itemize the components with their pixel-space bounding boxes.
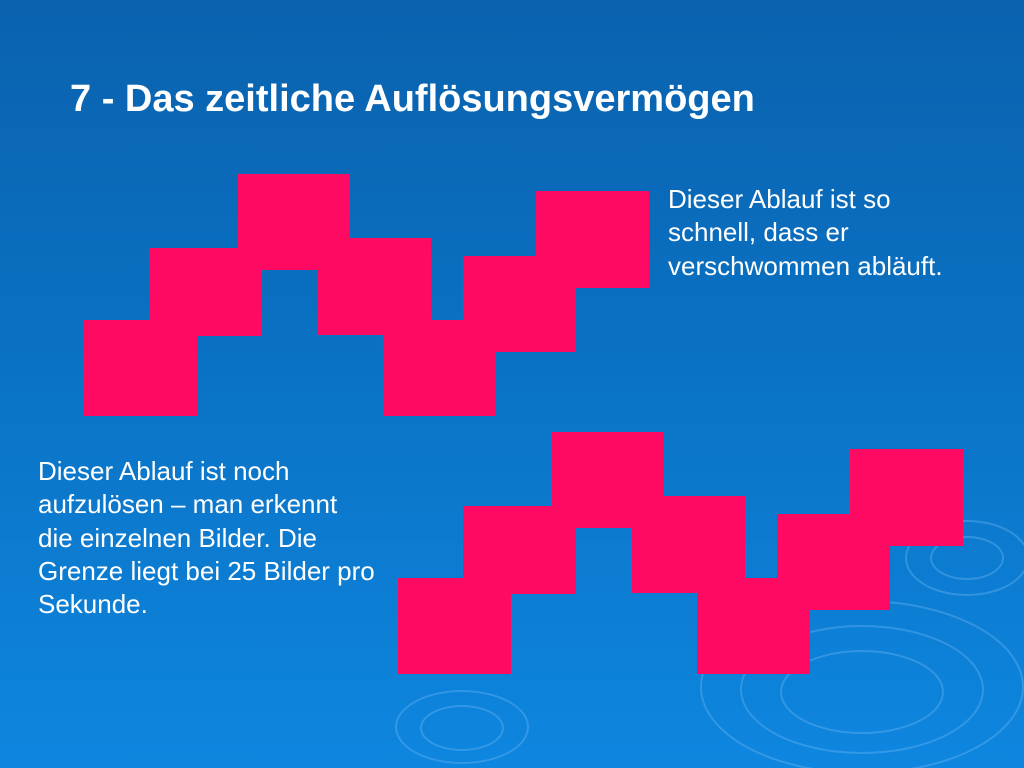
resolvable-sequence-caption: Dieser Ablauf ist noch aufzulösen – man … bbox=[38, 456, 375, 620]
resolvable-sequence-graphic bbox=[398, 432, 963, 674]
blurred-sequence-graphic bbox=[84, 174, 649, 416]
block bbox=[632, 496, 745, 593]
block bbox=[318, 238, 431, 335]
block bbox=[536, 191, 649, 288]
block bbox=[850, 449, 963, 546]
page-title: 7 - Das zeitliche Auflösungsvermögen bbox=[70, 78, 755, 120]
fast-sequence-caption: Dieser Ablauf ist so schnell, dass er ve… bbox=[668, 184, 943, 281]
